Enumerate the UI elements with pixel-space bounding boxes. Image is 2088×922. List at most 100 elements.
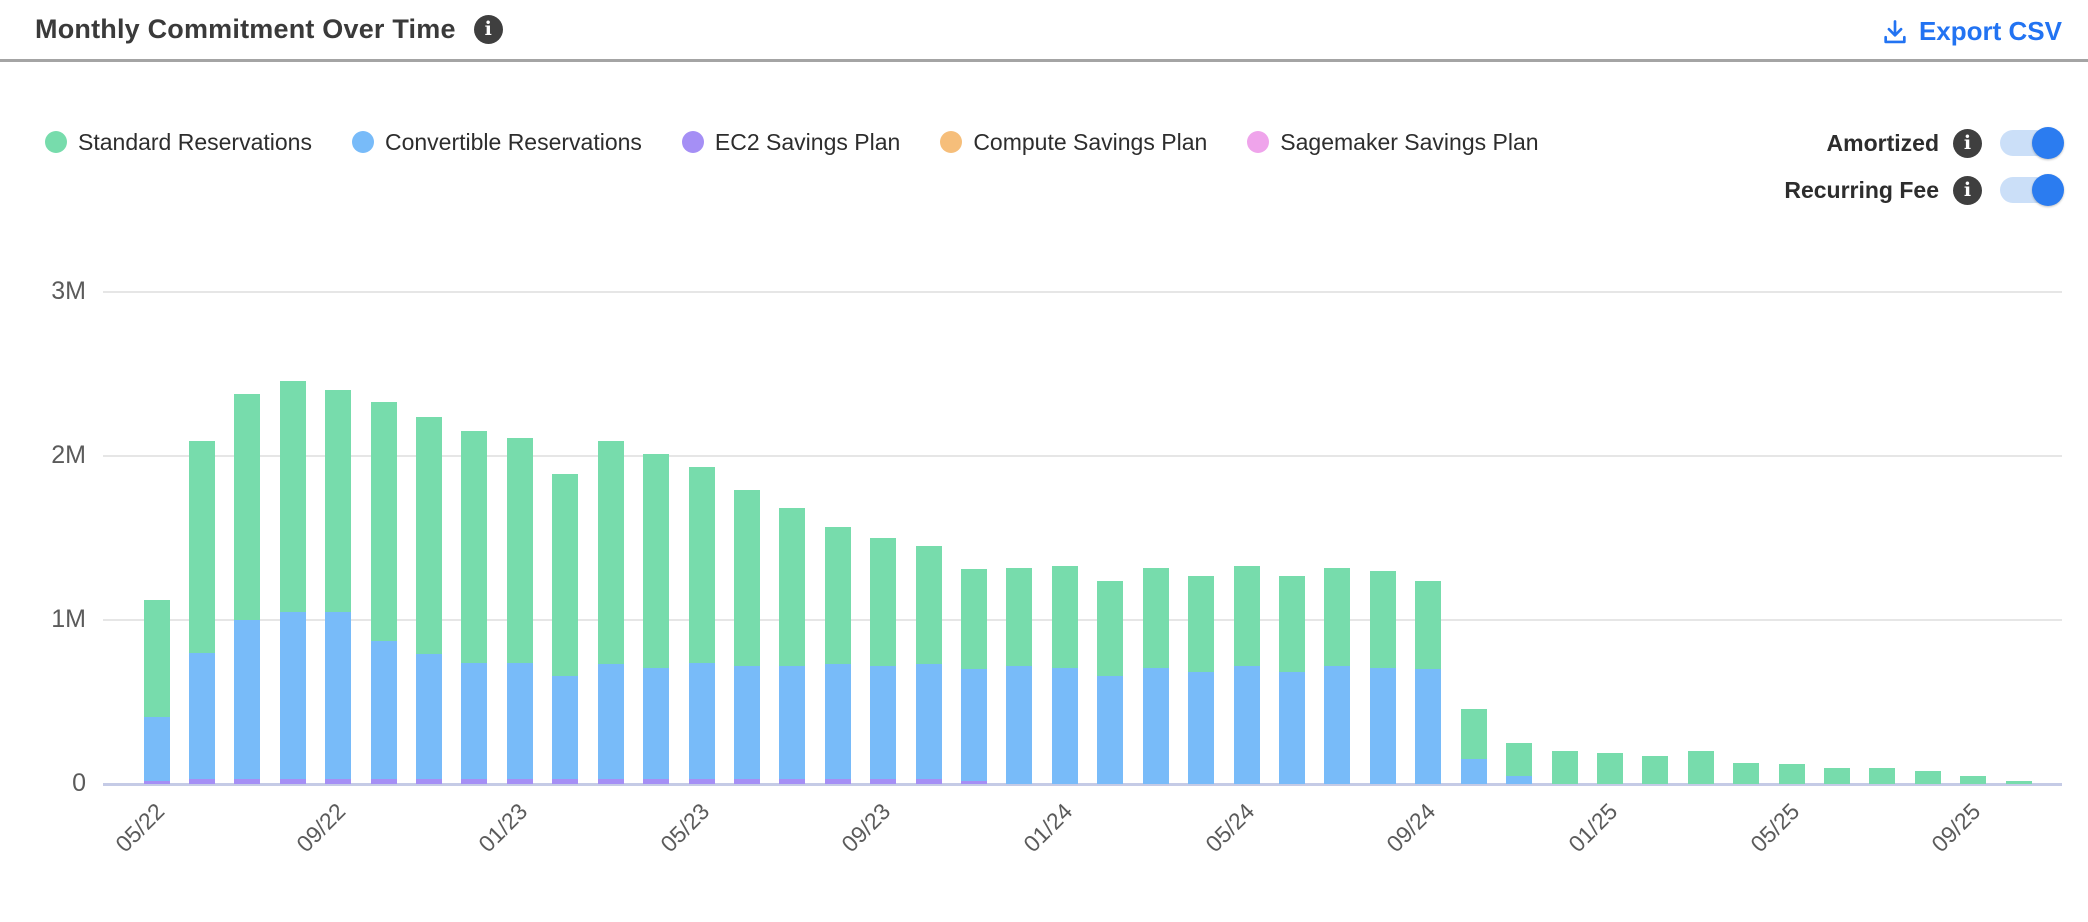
bar-segment-07-23[interactable] [779,508,806,666]
bar-segment-11-24[interactable] [1506,775,1533,784]
bar-segment-06-22[interactable] [188,779,215,784]
bar-segment-05-22[interactable] [143,780,170,784]
bar-segment-10-22[interactable] [370,779,397,784]
bar-segment-09-23[interactable] [870,538,897,666]
recurring-fee-info-icon[interactable]: i [1953,175,1982,205]
bar-segment-05-22[interactable] [143,716,170,781]
bar-segment-07-23[interactable] [779,665,806,780]
legend-item-standard-reservations[interactable]: Standard Reservations [45,128,312,156]
bar-segment-09-25[interactable] [1960,775,1987,784]
bar-segment-10-23[interactable] [915,546,942,665]
bar-segment-08-22[interactable] [279,611,306,780]
bar-segment-07-23[interactable] [779,779,806,784]
bar-segment-05-23[interactable] [688,467,715,663]
legend-item-ec2-savings-plan[interactable]: EC2 Savings Plan [681,128,900,156]
bar-segment-11-22[interactable] [416,654,443,780]
bar-segment-01-24[interactable] [1051,565,1078,668]
bar-segment-02-23[interactable] [552,675,579,780]
bar-segment-07-22[interactable] [234,779,261,784]
bar-segment-03-25[interactable] [1687,751,1714,784]
bar-segment-12-22[interactable] [461,662,488,780]
bar-segment-10-24[interactable] [1460,708,1487,760]
bar-segment-06-22[interactable] [188,652,215,780]
title-info-icon[interactable]: i [473,15,503,44]
legend-item-sagemaker-savings-plan[interactable]: Sagemaker Savings Plan [1247,128,1539,156]
bar-segment-10-23[interactable] [915,664,942,780]
bar-segment-07-24[interactable] [1324,665,1351,784]
bar-segment-05-22[interactable] [143,600,170,717]
bar-segment-06-24[interactable] [1279,672,1305,784]
bar-segment-11-22[interactable] [416,779,443,784]
bar-segment-11-22[interactable] [416,416,443,655]
bar-segment-01-23[interactable] [506,779,533,784]
bar-segment-03-24[interactable] [1142,567,1169,668]
bar-segment-12-24[interactable] [1551,751,1578,784]
bar-segment-12-23[interactable] [1006,665,1033,784]
bar-segment-02-23[interactable] [552,779,579,784]
bar-segment-07-22[interactable] [234,393,261,620]
bar-segment-10-22[interactable] [370,641,397,780]
bar-segment-02-24[interactable] [1097,675,1124,784]
bar-segment-04-23[interactable] [643,779,670,784]
export-csv-button[interactable]: Export CSV [1881,14,2062,49]
bar-segment-11-23[interactable] [961,669,988,781]
bar-segment-03-24[interactable] [1142,667,1169,784]
bar-segment-02-24[interactable] [1097,580,1124,676]
bar-segment-09-22[interactable] [325,779,352,784]
bar-segment-06-23[interactable] [733,779,760,784]
bar-segment-04-23[interactable] [643,667,670,780]
bar-segment-01-24[interactable] [1051,667,1078,784]
legend-item-convertible-reservations[interactable]: Convertible Reservations [351,128,642,156]
bar-segment-12-22[interactable] [461,779,488,784]
bar-segment-02-25[interactable] [1642,756,1669,784]
bar-segment-06-23[interactable] [733,490,760,666]
bar-segment-05-23[interactable] [688,779,715,784]
bar-segment-08-23[interactable] [824,526,851,665]
bar-segment-09-22[interactable] [325,390,352,612]
bar-segment-08-24[interactable] [1369,667,1396,784]
bar-segment-04-23[interactable] [643,454,670,668]
bar-segment-09-24[interactable] [1415,580,1442,670]
bar-segment-08-22[interactable] [279,779,306,784]
bar-segment-04-24[interactable] [1188,575,1215,673]
amortized-info-icon[interactable]: i [1953,128,1982,158]
bar-segment-05-24[interactable] [1233,565,1260,666]
recurring-fee-switch[interactable] [2000,174,2064,206]
bar-segment-11-24[interactable] [1506,743,1533,776]
bar-segment-06-25[interactable] [1824,767,1851,784]
bar-segment-04-24[interactable] [1188,672,1215,784]
bar-segment-03-23[interactable] [597,441,624,665]
bar-segment-01-23[interactable] [506,437,533,663]
amortized-switch[interactable] [2000,127,2064,159]
bar-segment-12-22[interactable] [461,431,488,663]
bar-segment-03-23[interactable] [597,779,624,784]
legend-item-compute-savings-plan[interactable]: Compute Savings Plan [940,128,1207,156]
bar-segment-09-23[interactable] [870,779,897,784]
bar-segment-01-25[interactable] [1596,752,1623,784]
bar-segment-04-25[interactable] [1733,762,1760,784]
bar-segment-06-24[interactable] [1279,575,1305,673]
bar-segment-03-23[interactable] [597,664,624,780]
bar-segment-09-22[interactable] [325,611,352,780]
bar-segment-05-24[interactable] [1233,665,1260,784]
bar-segment-01-23[interactable] [506,662,533,780]
bar-segment-09-24[interactable] [1415,669,1442,784]
bar-segment-02-23[interactable] [552,474,579,676]
bar-segment-10-23[interactable] [915,779,942,784]
bar-segment-08-22[interactable] [279,380,306,612]
bar-segment-08-24[interactable] [1369,570,1396,668]
bar-segment-08-23[interactable] [824,664,851,780]
bar-segment-07-22[interactable] [234,620,261,780]
bar-segment-06-22[interactable] [188,441,215,653]
bar-segment-05-23[interactable] [688,662,715,780]
bar-segment-09-23[interactable] [870,665,897,780]
bar-segment-07-24[interactable] [1324,567,1351,666]
bar-segment-05-25[interactable] [1778,764,1805,784]
bar-segment-11-23[interactable] [961,569,988,670]
bar-segment-10-24[interactable] [1460,759,1487,784]
bar-segment-08-25[interactable] [1914,770,1941,784]
bar-segment-07-25[interactable] [1869,767,1896,784]
bar-segment-11-23[interactable] [961,780,988,784]
bar-segment-06-23[interactable] [733,665,760,780]
bar-segment-10-25[interactable] [2005,780,2032,784]
